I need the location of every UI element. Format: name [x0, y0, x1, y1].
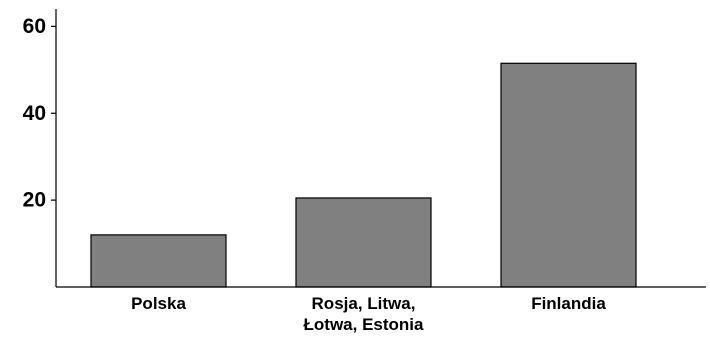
x-tick-label: Finlandia	[531, 294, 606, 313]
x-tick-labels-group: Polska Rosja, Litwa, Łotwa, Estonia Finland…	[131, 294, 606, 334]
x-tick-label: Polska	[131, 294, 186, 313]
x-tick-label-line: Łotwa, Estonia	[304, 315, 425, 334]
x-tick-label-line: Finlandia	[531, 294, 606, 313]
y-tick-label: 40	[23, 102, 46, 125]
bar	[500, 62, 637, 288]
axes-group	[55, 9, 706, 288]
y-tick-label: 20	[23, 189, 46, 212]
bar	[295, 197, 432, 288]
x-tick-label: Rosja, Litwa, Łotwa, Estonia	[304, 294, 425, 334]
y-ticks-group: 20 40 60	[23, 15, 56, 212]
x-tick-label-line: Rosja, Litwa,	[312, 294, 416, 313]
bars-group	[90, 62, 637, 288]
x-tick-label-line: Polska	[131, 294, 186, 313]
bar	[90, 234, 227, 288]
y-tick-label: 60	[23, 15, 46, 38]
